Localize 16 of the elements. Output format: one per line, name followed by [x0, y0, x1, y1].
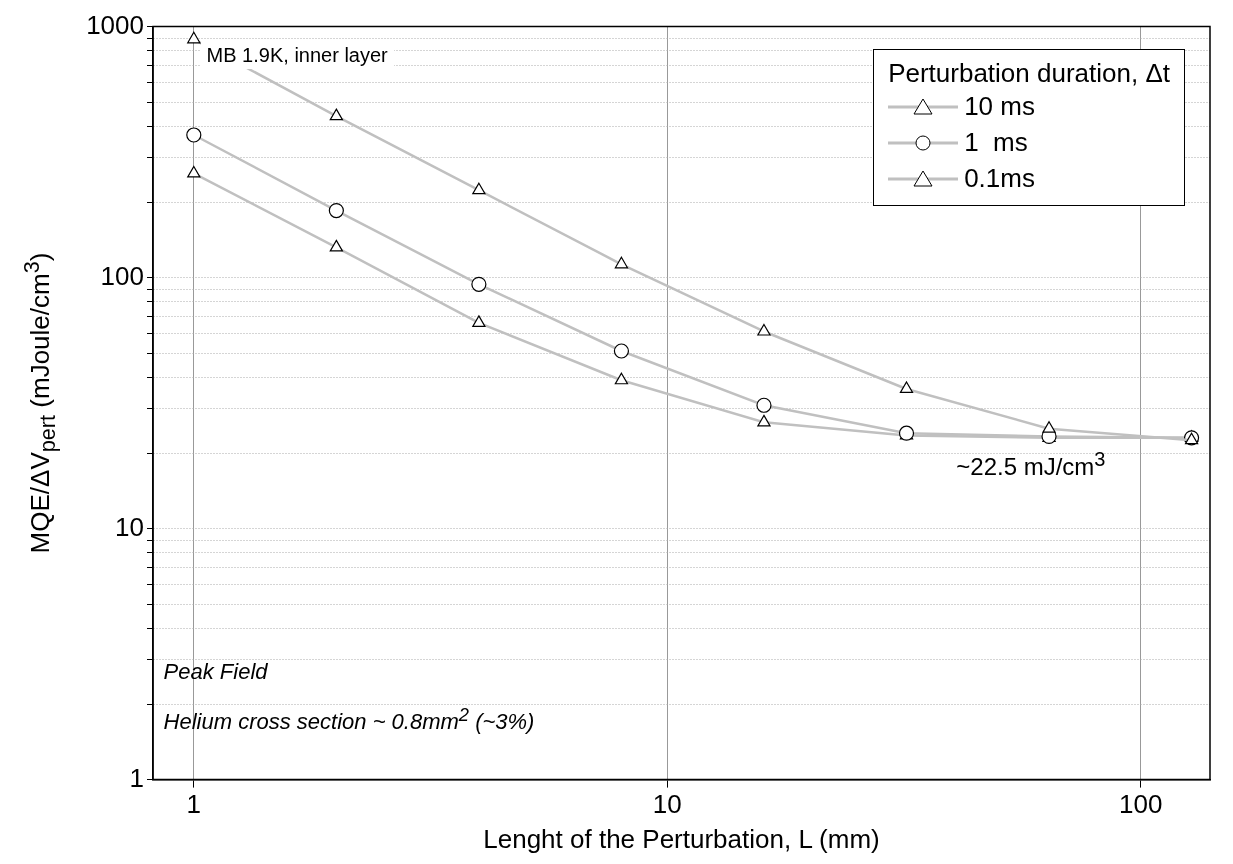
- x-axis-title: Lenght of the Perturbation, L (mm): [483, 823, 880, 854]
- x-tick-label: 100: [1119, 789, 1163, 820]
- y-tick-label: 10: [115, 511, 144, 542]
- legend-title: Perturbation duration, Δt: [888, 57, 1170, 89]
- legend-label: 1 ms: [964, 127, 1028, 159]
- annotation: ~22.5 mJ/cm$^{3}$: [956, 448, 1106, 482]
- annotation: Helium cross section ~ 0.8mm$^{2}$ (~3%): [163, 704, 535, 736]
- annotation: MB 1.9K, inner layer: [200, 41, 394, 69]
- annotation: Peak Field: [163, 659, 268, 686]
- x-tick-label: 10: [652, 789, 682, 820]
- x-tick-label: 1: [186, 789, 202, 820]
- y-tick-label: 1000: [86, 9, 144, 40]
- legend-label: 10 ms: [964, 91, 1035, 123]
- y-tick-label: 1: [129, 762, 144, 793]
- legend-label: 0.1ms: [964, 163, 1035, 195]
- y-tick-label: 100: [100, 260, 144, 291]
